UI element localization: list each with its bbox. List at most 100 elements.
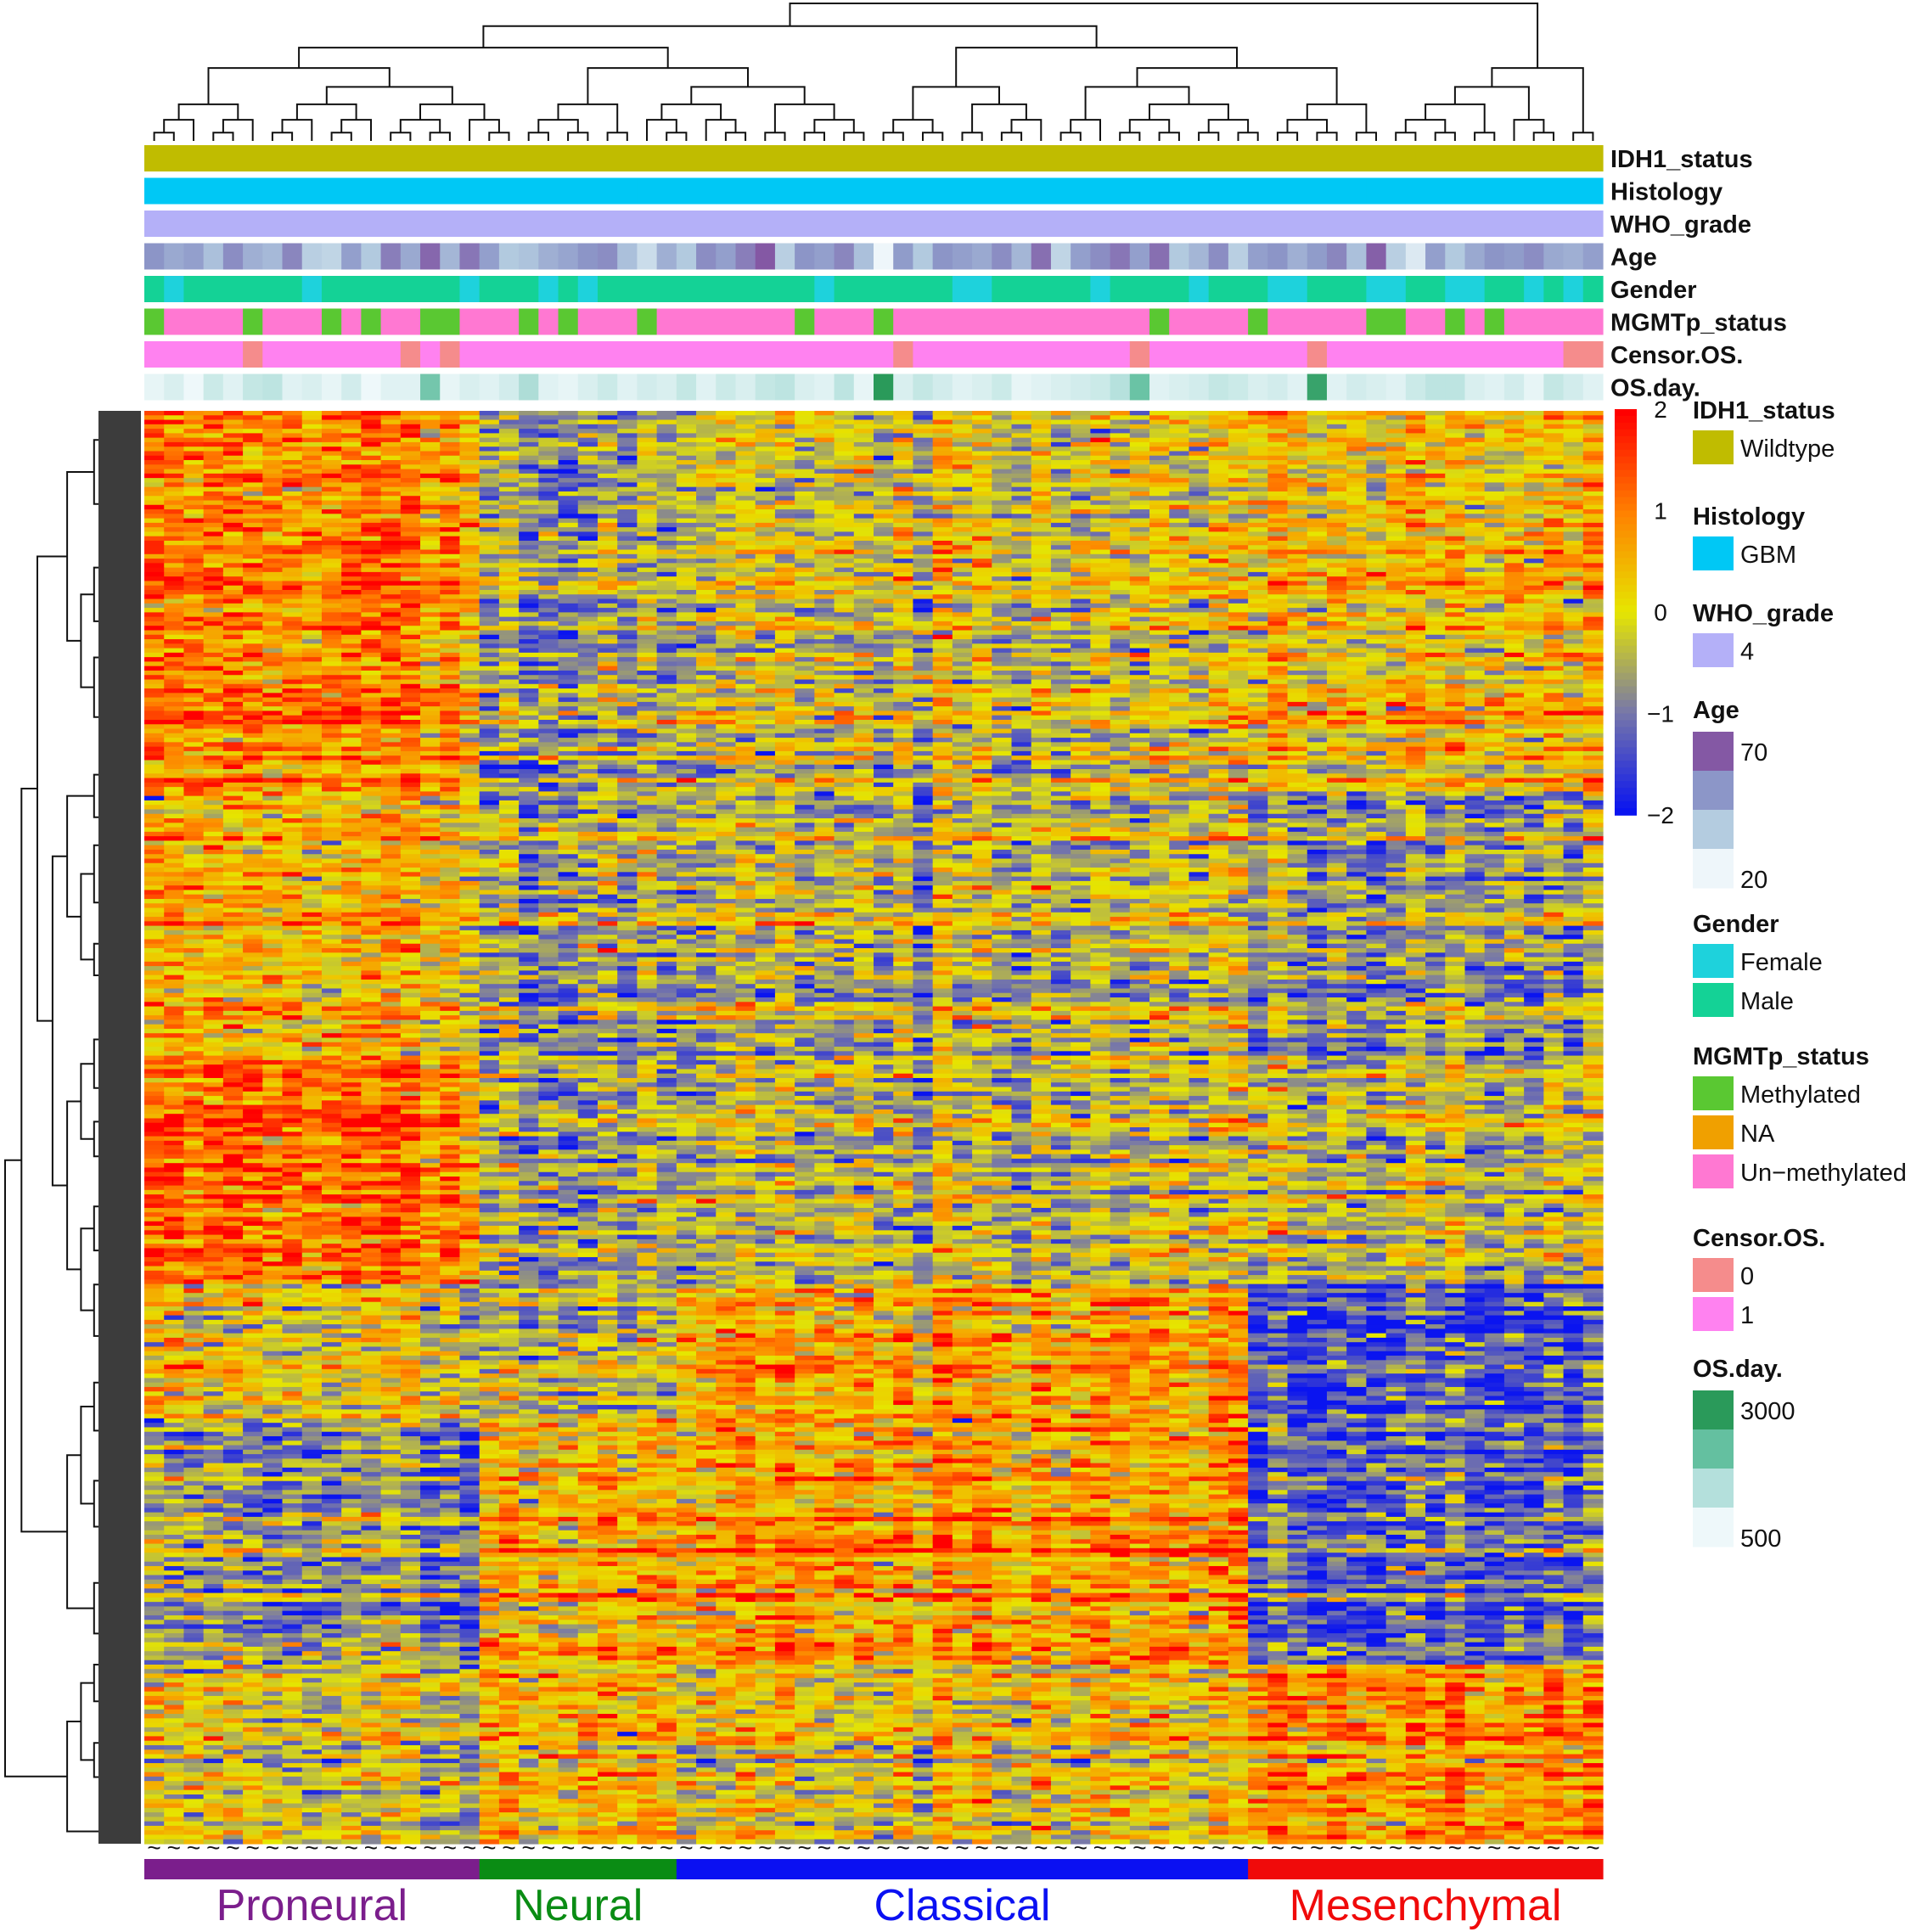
heatmap-cell — [992, 491, 1013, 497]
heatmap-cell — [558, 509, 579, 514]
annotation-cell — [774, 145, 795, 171]
heatmap-cell — [1248, 437, 1268, 443]
heatmap-cell — [498, 648, 520, 654]
annotation-cell — [795, 177, 815, 205]
heatmap-cell — [321, 590, 342, 595]
heatmap-cell — [1208, 451, 1229, 457]
heatmap-cell — [282, 612, 303, 618]
heatmap-cell — [1464, 460, 1486, 465]
heatmap-cell — [459, 451, 480, 457]
heatmap-cell — [597, 545, 618, 551]
heatmap-cell — [538, 585, 559, 591]
heatmap-cell — [853, 424, 874, 430]
heatmap-cell — [1090, 496, 1111, 502]
heatmap-cell — [440, 473, 461, 479]
heatmap-cell — [1050, 441, 1071, 447]
heatmap-cell — [538, 536, 559, 542]
heatmap-cell — [262, 464, 284, 470]
heatmap-cell — [1425, 643, 1446, 649]
row-dendrogram-branch — [80, 1682, 94, 1761]
heatmap-cell — [656, 482, 677, 488]
heatmap-cell — [479, 469, 500, 475]
column-dendrogram-branch — [330, 132, 352, 141]
heatmap-cell — [183, 603, 205, 609]
annotation-cell — [1031, 308, 1052, 335]
heatmap-cell — [321, 563, 342, 569]
heatmap-cell — [795, 536, 815, 542]
heatmap-cell — [814, 500, 835, 506]
heatmap-cell — [380, 518, 402, 524]
heatmap-cell — [1346, 648, 1368, 654]
annotation-cell — [1445, 341, 1466, 368]
annotation-cell — [341, 211, 362, 237]
annotation-cell — [222, 341, 244, 368]
heatmap-cell — [1011, 531, 1032, 537]
annotation-cell — [1385, 211, 1407, 237]
heatmap-cell — [874, 594, 894, 600]
annotation-cell — [874, 373, 894, 401]
heatmap-cell — [1563, 491, 1584, 497]
annotation-cell — [617, 373, 638, 401]
heatmap-cell — [1011, 437, 1032, 443]
heatmap-cell — [1385, 598, 1407, 604]
annotation-cell — [222, 177, 244, 205]
annotation-cell — [1287, 243, 1308, 270]
heatmap-cell — [1326, 433, 1347, 439]
annotation-cell — [617, 243, 638, 270]
heatmap-cell — [1582, 415, 1604, 421]
annotation-cell — [519, 373, 539, 401]
heatmap-cell — [774, 567, 795, 573]
heatmap-cell — [972, 509, 992, 514]
heatmap-cell — [913, 590, 934, 595]
heatmap-cell — [597, 482, 618, 488]
heatmap-cell — [1208, 473, 1229, 479]
heatmap-cell — [1031, 576, 1052, 582]
heatmap-cell — [696, 648, 717, 654]
heatmap-cell — [1484, 643, 1505, 649]
heatmap-cell — [1524, 478, 1544, 484]
heatmap-cell — [972, 639, 992, 644]
heatmap-cell — [1031, 491, 1052, 497]
heatmap-cell — [874, 455, 894, 461]
heatmap-cell — [301, 429, 323, 434]
heatmap-cell — [519, 518, 539, 524]
heatmap-cell — [282, 571, 303, 577]
annotation-cell — [1543, 145, 1565, 171]
heatmap-cell — [656, 630, 677, 636]
heatmap-cell — [440, 648, 461, 654]
heatmap-cell — [597, 441, 618, 447]
heatmap-cell — [952, 491, 973, 497]
heatmap-cell — [321, 643, 342, 649]
heatmap-cell — [853, 469, 874, 475]
annotation-cell — [972, 145, 992, 171]
annotation-cell — [262, 211, 284, 237]
annotation-cell — [932, 177, 953, 205]
heatmap-cell — [1031, 643, 1052, 649]
heatmap-cell — [1326, 634, 1347, 640]
annotation-cell — [1563, 341, 1584, 368]
heatmap-cell — [696, 585, 717, 591]
annotation-cell — [1543, 177, 1565, 205]
annotation-cell — [716, 373, 737, 401]
heatmap-cell — [597, 621, 618, 626]
annotation-cell — [1543, 276, 1565, 302]
heatmap-cell — [479, 594, 500, 600]
heatmap-cell — [577, 639, 599, 644]
heatmap-cell — [1503, 478, 1525, 484]
heatmap-cell — [1149, 648, 1170, 654]
heatmap-cell — [874, 464, 894, 470]
heatmap-cell — [282, 464, 303, 470]
heatmap-cell — [1425, 621, 1446, 626]
annotation-cell — [1385, 145, 1407, 171]
heatmap-cell — [1563, 451, 1584, 457]
heatmap-cell — [144, 598, 165, 604]
heatmap-cell — [913, 429, 934, 434]
annotation-cell — [1149, 308, 1170, 335]
heatmap-cell — [755, 464, 776, 470]
heatmap-cell — [696, 576, 717, 582]
heatmap-cell — [1129, 473, 1150, 479]
heatmap-cell — [440, 571, 461, 577]
heatmap-cell — [519, 590, 539, 595]
heatmap-cell — [1011, 527, 1032, 533]
heatmap-cell — [164, 553, 185, 559]
